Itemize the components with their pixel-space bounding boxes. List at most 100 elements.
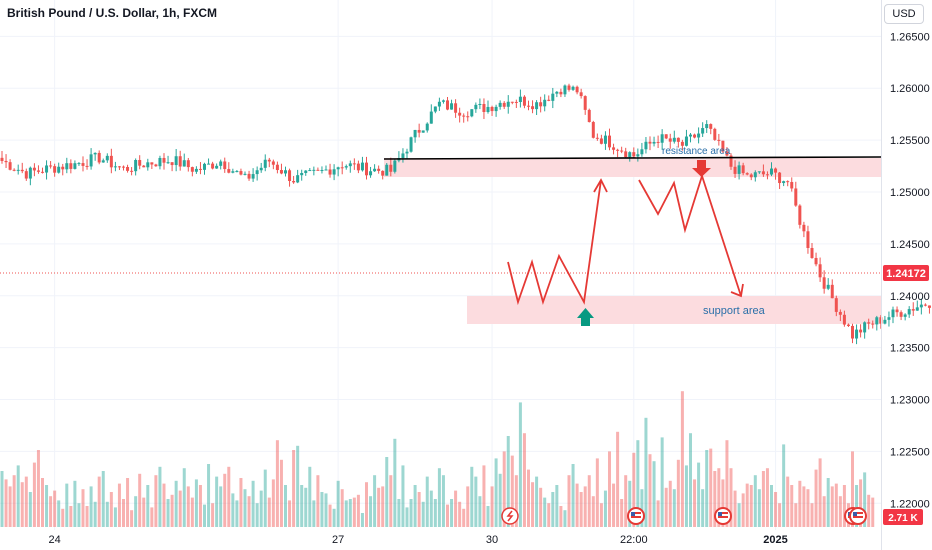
candle-body [774,168,778,173]
up-arrow-icon [577,308,594,326]
candle-body [219,161,223,166]
volume-bar [851,451,854,527]
candle-body [0,157,4,161]
candle-body [162,157,166,163]
volume-bar [636,440,640,527]
candle-body [753,172,757,178]
candle-body [20,169,24,172]
volume-bar [12,475,16,527]
price-tick-label: 1.22500 [890,446,930,458]
volume-bar [494,458,498,527]
time-tick-label: 22:00 [620,534,648,546]
candle-body [239,171,243,175]
candle-body [616,149,620,151]
candle-body [689,134,692,137]
us-flag-event-icon [714,507,732,525]
volume-bar [360,513,364,527]
candle-body [806,231,810,248]
candle-body [693,134,697,138]
volume-bar [348,499,352,527]
volume-bar [535,476,539,527]
candle-body [490,106,494,112]
candle-body [697,133,701,138]
candle-body [539,102,543,107]
candle-body [786,181,790,183]
price-tick-label: 1.25500 [890,135,930,147]
volume-bar [296,445,300,527]
volume-bar [182,468,186,527]
volume-bar [575,483,579,527]
candle-body [652,141,656,144]
volume-bar [632,452,636,527]
candle-body [543,99,547,107]
volume-bar [571,464,575,527]
volume-bar [794,503,798,527]
volume-bar [170,494,174,527]
volume-bar [393,438,397,527]
volume-bar [97,476,101,527]
candle-body [150,162,154,165]
volume-bar [587,475,591,527]
volume-bar [709,448,713,527]
volume-bar [385,457,389,527]
volume-bar [369,496,373,527]
candle-body [312,169,316,171]
volume-bar [288,500,292,527]
us-flag-event-icon [627,507,645,525]
candle-body [369,171,373,176]
candle-body [12,169,16,171]
candle-body [85,165,89,167]
volume-bar [701,489,705,527]
currency-button[interactable]: USD [884,4,924,24]
volume-bar [684,465,688,527]
volume-bar [53,490,57,527]
volume-bar [555,485,559,527]
candle-body [502,102,506,107]
volume-bar [563,510,567,527]
candle-body [818,264,822,278]
volume-bar [223,473,227,527]
volume-bar [437,468,441,527]
candle-body [142,165,146,168]
volume-bar [73,480,77,527]
candle-body [709,124,713,129]
candle-body [527,105,530,107]
volume-bar [284,485,287,527]
candle-body [263,159,267,168]
volume-bar [486,506,490,527]
candle-body [304,170,308,173]
candle-body [579,92,583,97]
price-tick-label: 1.24500 [890,239,930,251]
volume-bar [624,475,628,527]
candle-body [215,165,219,169]
volume-bar [154,475,158,527]
candle-body [575,86,579,93]
volume-bar [770,485,773,527]
volume-bar [599,503,603,527]
candle-body [360,162,364,171]
candle-body [620,150,624,152]
candle-body [433,106,437,112]
us-flag-event-icon [849,507,867,525]
volume-bar [231,493,235,527]
volume-bar [16,465,20,527]
volume-bar [279,459,283,527]
candle-body [45,165,49,173]
candle-body [61,166,65,170]
candle-body [243,173,247,175]
volume-bar [595,458,599,527]
candle-body [227,169,231,173]
volume-bar [20,482,24,527]
price-axis-labels: 1.26500 1.26000 1.25500 1.25000 1.24500 1.240… [890,31,930,510]
volume-bar [830,486,834,527]
candle-body [628,152,632,158]
candle-body [927,305,931,308]
candle-body [247,173,251,179]
volume-bar [818,458,822,527]
volume-bar [328,504,332,527]
candle-body [332,169,336,175]
candle-body [97,152,101,163]
candle-body [871,323,875,325]
candle-body [89,154,93,167]
